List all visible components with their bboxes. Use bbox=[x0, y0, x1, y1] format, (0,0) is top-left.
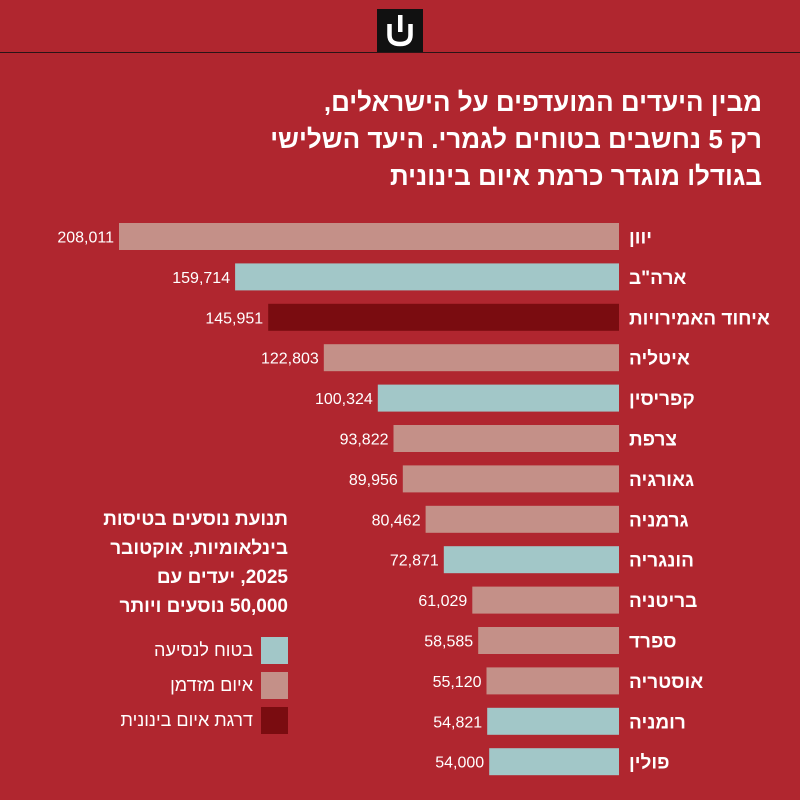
value-label: 72,871 bbox=[390, 553, 439, 570]
title-line: מבין היעדים המועדפים על הישראלים, bbox=[323, 87, 762, 117]
category-label: צרפת bbox=[629, 430, 677, 451]
category-label: קפריסין bbox=[629, 389, 695, 410]
bar bbox=[472, 586, 619, 614]
bar bbox=[425, 505, 619, 533]
category-label: ספרד bbox=[629, 632, 676, 653]
bar bbox=[393, 425, 619, 452]
subtitle-line: בינלאומיות, אוקטובר bbox=[110, 538, 288, 559]
value-label: 100,324 bbox=[315, 391, 373, 408]
legend-item-occasional: איום מזדמן bbox=[60, 671, 288, 699]
bar bbox=[443, 546, 619, 574]
chart-legend: בטוח לנסיעה איום מזדמן דרגת איום בינונית bbox=[60, 636, 288, 741]
legend-swatch bbox=[261, 671, 288, 699]
value-label: 58,585 bbox=[424, 634, 473, 651]
category-label: איחוד האמירויות bbox=[629, 308, 770, 329]
category-label: יוון bbox=[629, 228, 652, 249]
legend-label: בטוח לנסיעה bbox=[154, 639, 253, 660]
chart-title: מבין היעדים המועדפים על הישראלים, רק 5 נ… bbox=[142, 84, 762, 195]
bar bbox=[478, 627, 619, 654]
category-label: רומניה bbox=[629, 712, 686, 733]
bar bbox=[486, 667, 619, 695]
subtitle-line: 2025, יעדים עם bbox=[156, 567, 288, 588]
subtitle-line: 50,000 נוסעים ויותר bbox=[119, 596, 288, 617]
legend-item-safe: בטוח לנסיעה bbox=[60, 636, 288, 664]
category-label: גרמניה bbox=[629, 510, 689, 531]
value-label: 54,821 bbox=[433, 714, 482, 731]
value-label: 122,803 bbox=[261, 351, 319, 368]
category-label: גאורגיה bbox=[629, 470, 694, 491]
legend-swatch bbox=[261, 636, 288, 664]
bar bbox=[402, 465, 619, 493]
bar bbox=[377, 384, 619, 412]
bar bbox=[119, 223, 619, 250]
value-label: 159,714 bbox=[172, 270, 230, 287]
bar bbox=[235, 263, 619, 291]
title-line: רק 5 נחשבים בטוחים לגמרי. היעד השלישי bbox=[270, 124, 762, 154]
chart-subtitle: תנועת נוסעים בטיסות בינלאומיות, אוקטובר … bbox=[60, 505, 288, 621]
value-label: 93,822 bbox=[340, 432, 389, 449]
bar bbox=[268, 303, 619, 331]
ynet-logo-icon[interactable] bbox=[377, 9, 423, 52]
value-label: 208,011 bbox=[57, 230, 114, 247]
category-label: אוסטריה bbox=[629, 672, 703, 693]
legend-item-medium: דרגת איום בינונית bbox=[60, 706, 288, 734]
value-label: 54,000 bbox=[435, 755, 484, 772]
category-label: איטליה bbox=[629, 349, 690, 370]
category-label: פולין bbox=[629, 753, 669, 774]
bar bbox=[323, 344, 619, 372]
value-label: 55,120 bbox=[433, 674, 482, 691]
bar bbox=[489, 748, 619, 776]
value-label: 61,029 bbox=[418, 593, 467, 610]
value-label: 80,462 bbox=[372, 512, 421, 529]
header-divider bbox=[0, 52, 800, 53]
value-label: 145,951 bbox=[205, 310, 263, 327]
category-label: ארה"ב bbox=[629, 268, 686, 289]
category-label: בריטניה bbox=[629, 591, 697, 612]
legend-label: דרגת איום בינונית bbox=[120, 709, 254, 730]
legend-swatch bbox=[261, 706, 288, 734]
value-label: 89,956 bbox=[349, 472, 398, 489]
bar bbox=[487, 707, 619, 735]
title-line: בגודלו מוגדר כרמת איום בינונית bbox=[390, 161, 762, 191]
subtitle-line: תנועת נוסעים בטיסות bbox=[103, 509, 288, 530]
legend-label: איום מזדמן bbox=[170, 674, 253, 695]
category-label: הונגריה bbox=[629, 551, 694, 572]
